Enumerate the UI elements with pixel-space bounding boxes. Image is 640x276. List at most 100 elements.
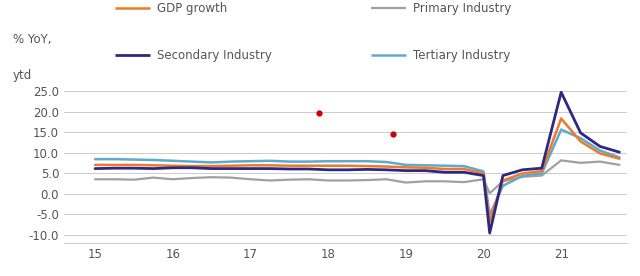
Primary Industry <box>499 180 507 183</box>
Secondary Industry <box>577 131 584 134</box>
Text: Tertiary Industry: Tertiary Industry <box>413 49 510 62</box>
Secondary Industry <box>518 168 526 171</box>
GDP growth <box>188 164 196 168</box>
GDP growth <box>227 164 235 167</box>
Primary Industry <box>421 180 429 183</box>
Line: Secondary Industry: Secondary Industry <box>95 92 620 233</box>
Line: Primary Industry: Primary Industry <box>95 160 620 193</box>
Secondary Industry <box>421 169 429 172</box>
Tertiary Industry <box>596 149 604 152</box>
Secondary Industry <box>499 174 507 177</box>
Tertiary Industry <box>169 159 177 163</box>
GDP growth <box>596 152 604 155</box>
Tertiary Industry <box>383 160 390 164</box>
GDP growth <box>246 164 254 167</box>
GDP growth <box>344 164 351 167</box>
Tertiary Industry <box>266 159 274 163</box>
Tertiary Industry <box>344 160 351 163</box>
Primary Industry <box>266 179 274 182</box>
GDP growth <box>383 165 390 168</box>
Primary Industry <box>246 177 254 181</box>
Tertiary Industry <box>486 213 493 217</box>
GDP growth <box>441 167 449 171</box>
GDP growth <box>92 163 99 166</box>
Secondary Industry <box>402 169 410 172</box>
Secondary Industry <box>383 168 390 171</box>
Secondary Industry <box>305 167 312 171</box>
Tertiary Industry <box>616 156 623 159</box>
Primary Industry <box>227 176 235 179</box>
Line: GDP growth: GDP growth <box>95 118 620 222</box>
Tertiary Industry <box>499 184 507 187</box>
GDP growth <box>557 117 565 120</box>
Secondary Industry <box>111 166 118 170</box>
GDP growth <box>499 179 507 182</box>
Secondary Industry <box>285 167 293 171</box>
GDP growth <box>150 164 157 167</box>
Secondary Industry <box>188 166 196 169</box>
Text: % YoY,: % YoY, <box>13 33 51 46</box>
Primary Industry <box>577 161 584 164</box>
Tertiary Industry <box>421 164 429 167</box>
GDP growth <box>421 166 429 169</box>
Tertiary Industry <box>150 158 157 162</box>
Secondary Industry <box>208 167 216 170</box>
GDP growth <box>130 163 138 166</box>
Primary Industry <box>538 174 545 177</box>
Line: Tertiary Industry: Tertiary Industry <box>95 130 620 215</box>
Tertiary Industry <box>518 174 526 178</box>
GDP growth <box>486 220 493 223</box>
Primary Industry <box>460 181 468 184</box>
Secondary Industry <box>150 167 157 170</box>
Secondary Industry <box>557 91 565 94</box>
GDP growth <box>266 164 274 167</box>
Primary Industry <box>344 179 351 182</box>
Tertiary Industry <box>324 160 332 163</box>
Text: Primary Industry: Primary Industry <box>413 2 511 15</box>
Primary Industry <box>285 178 293 181</box>
Secondary Industry <box>266 167 274 170</box>
Secondary Industry <box>441 171 449 174</box>
Primary Industry <box>208 176 216 179</box>
GDP growth <box>363 164 371 168</box>
Secondary Industry <box>92 167 99 170</box>
Tertiary Industry <box>538 172 545 175</box>
GDP growth <box>479 172 487 175</box>
Tertiary Industry <box>188 160 196 163</box>
Primary Industry <box>188 176 196 180</box>
Text: GDP growth: GDP growth <box>157 2 227 15</box>
Text: Secondary Industry: Secondary Industry <box>157 49 271 62</box>
Secondary Industry <box>324 168 332 171</box>
Secondary Industry <box>169 166 177 169</box>
Tertiary Industry <box>363 160 371 163</box>
Primary Industry <box>130 178 138 181</box>
Primary Industry <box>169 177 177 181</box>
GDP growth <box>616 157 623 160</box>
Tertiary Industry <box>227 160 235 163</box>
Tertiary Industry <box>441 164 449 167</box>
Primary Industry <box>150 176 157 179</box>
Primary Industry <box>363 178 371 182</box>
Tertiary Industry <box>402 163 410 166</box>
GDP growth <box>169 164 177 167</box>
Tertiary Industry <box>92 158 99 161</box>
Primary Industry <box>441 180 449 183</box>
Primary Industry <box>92 177 99 181</box>
Text: ytd: ytd <box>13 69 32 82</box>
Tertiary Industry <box>305 160 312 163</box>
GDP growth <box>538 169 545 173</box>
Tertiary Industry <box>285 160 293 163</box>
Tertiary Industry <box>111 158 118 161</box>
Secondary Industry <box>479 174 487 177</box>
GDP growth <box>460 167 468 171</box>
Secondary Industry <box>616 150 623 154</box>
Primary Industry <box>111 177 118 181</box>
Primary Industry <box>596 160 604 163</box>
Primary Industry <box>305 177 312 181</box>
Tertiary Industry <box>557 128 565 131</box>
GDP growth <box>111 163 118 166</box>
Secondary Industry <box>246 167 254 170</box>
Primary Industry <box>383 177 390 181</box>
Secondary Industry <box>486 231 493 235</box>
GDP growth <box>305 164 312 167</box>
